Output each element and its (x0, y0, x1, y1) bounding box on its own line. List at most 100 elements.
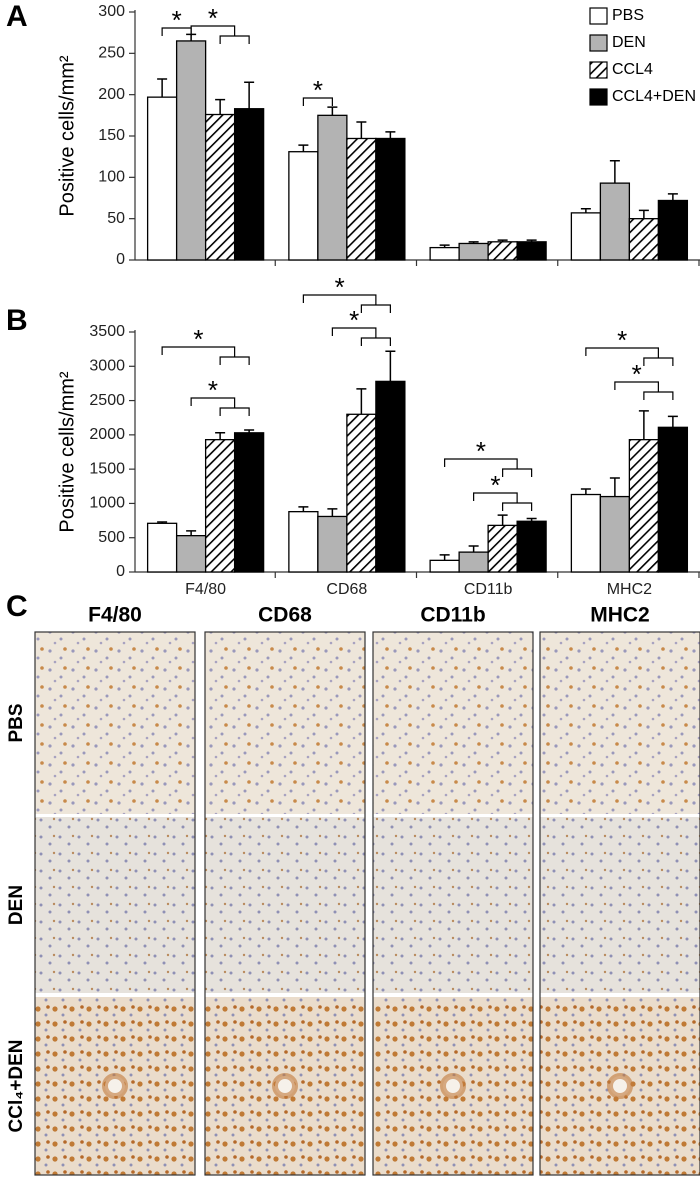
y-tick-label: 50 (107, 210, 125, 227)
y-tick-label: 2500 (89, 392, 125, 409)
bar (429, 559, 460, 573)
bar (628, 218, 660, 261)
micrograph-frame (204, 631, 366, 1176)
bar (175, 40, 207, 261)
legend-label: DEN (612, 34, 646, 51)
significance-bracket (302, 294, 391, 313)
y-axis-title: Positive cells/mm² (56, 55, 78, 216)
row-header: PBS (6, 703, 27, 742)
bar (288, 511, 319, 573)
bar (657, 199, 689, 261)
micrograph-frame (372, 631, 534, 1176)
significance-bracket (190, 25, 250, 44)
y-tick-label: 1000 (89, 495, 125, 512)
row-header: CCl₄+DEN (6, 1040, 27, 1133)
error-bar (327, 508, 338, 517)
legend-label: PBS (612, 7, 644, 24)
error-bar (298, 144, 309, 152)
bar (570, 212, 602, 261)
bar (317, 114, 348, 261)
y-tick-label: 250 (98, 45, 125, 62)
panel-label: B (6, 304, 28, 337)
error-bar (497, 514, 508, 526)
legend-swatch (589, 7, 608, 25)
error-bar (356, 388, 367, 415)
column-header: CD11b (420, 604, 485, 627)
bar (146, 522, 178, 573)
bar (204, 113, 236, 261)
error-bar (580, 207, 591, 213)
error-bar (638, 209, 649, 219)
legend-label: CCL4 (612, 61, 653, 78)
error-bar (244, 81, 255, 109)
legend-swatch (589, 61, 608, 79)
bar (375, 380, 406, 573)
significance-bracket (190, 397, 250, 416)
error-bar (609, 477, 620, 497)
column-header: MHC2 (590, 604, 650, 627)
error-bar (385, 350, 396, 382)
significance-star: * (476, 436, 486, 466)
micrograph-vessel (102, 1073, 128, 1099)
significance-bracket (302, 97, 333, 106)
significance-star: * (490, 470, 500, 500)
micrograph (373, 817, 533, 993)
error-bar (215, 432, 226, 440)
micrograph-frame (34, 631, 196, 1176)
error-bar (298, 506, 309, 512)
bar (346, 413, 377, 573)
bar (628, 439, 660, 573)
column-header: CD68 (258, 604, 312, 627)
y-tick-label: 2000 (89, 426, 125, 443)
y-axis-title: Positive cells/mm² (56, 371, 78, 532)
error-bar (609, 160, 620, 184)
bar (516, 241, 547, 261)
y-tick-label: 3000 (89, 358, 125, 375)
bar (516, 520, 547, 573)
legend-swatch (589, 88, 608, 106)
error-bar (186, 530, 197, 536)
error-bar (215, 98, 226, 115)
bar (570, 493, 602, 573)
micrograph (35, 632, 195, 814)
significance-star: * (335, 272, 345, 302)
x-tick-label: CD68 (326, 581, 367, 598)
error-bar (667, 415, 678, 428)
significance-bracket (444, 458, 533, 477)
micrograph (205, 632, 365, 814)
bar (175, 535, 207, 573)
panel-label: A (6, 0, 28, 33)
bar (288, 151, 319, 261)
significance-bracket (614, 381, 674, 400)
y-tick-label: 300 (98, 3, 125, 20)
bar (233, 432, 265, 573)
error-bar (356, 121, 367, 139)
y-tick-label: 150 (98, 127, 125, 144)
bar (375, 137, 406, 261)
bar (204, 439, 236, 573)
significance-star: * (193, 324, 203, 354)
significance-star: * (617, 325, 627, 355)
legend-swatch (589, 34, 608, 52)
legend-label: CCL4+DEN (612, 88, 696, 105)
y-tick-label: 1500 (89, 460, 125, 477)
error-bar (468, 545, 479, 553)
bar (146, 96, 178, 261)
bar (487, 241, 518, 261)
error-bar (439, 554, 450, 561)
micrograph (35, 817, 195, 993)
bar (599, 495, 631, 573)
bar (429, 246, 460, 261)
bar (458, 551, 489, 573)
error-bar (157, 78, 168, 98)
micrograph (540, 632, 700, 814)
significance-star: * (313, 75, 323, 105)
micrograph-vessel (607, 1073, 633, 1099)
micrograph-frame (539, 631, 700, 1176)
micrograph (540, 817, 700, 993)
x-tick-label: F4/80 (185, 581, 226, 598)
bar (346, 137, 377, 261)
bar (487, 524, 518, 573)
micrograph-vessel (440, 1073, 466, 1099)
